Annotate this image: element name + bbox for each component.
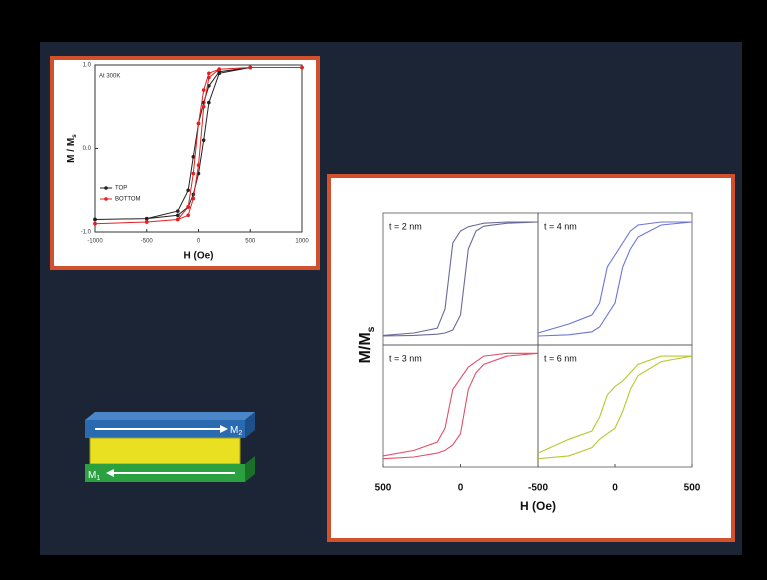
- marker: [145, 220, 149, 224]
- marker: [192, 197, 196, 201]
- subscript: 2: [238, 430, 242, 437]
- marker: [217, 67, 221, 71]
- x-tick-label: 500: [245, 239, 256, 245]
- x-tick-label: 0: [458, 483, 464, 494]
- panel-label: t = 2 nm: [389, 221, 422, 231]
- marker: [176, 218, 180, 222]
- layer-top: [85, 412, 255, 420]
- subscript: s: [71, 134, 78, 138]
- marker: [197, 122, 201, 126]
- legend-marker: [104, 197, 108, 201]
- marker: [192, 172, 196, 176]
- legend-label: BOTTOM: [115, 197, 141, 203]
- label: M: [230, 425, 238, 436]
- x-axis-label: H (Oe): [184, 251, 214, 262]
- y-tick-label: 1.0: [83, 63, 92, 69]
- x-tick-label: -500: [528, 483, 548, 494]
- y-tick-label: -1.0: [81, 230, 92, 236]
- chart-frame: [52, 58, 318, 268]
- x-tick-label: 0: [612, 483, 618, 494]
- subscript: 1: [96, 475, 100, 482]
- x-tick-label: 1000: [295, 239, 309, 245]
- y-tick-label: 0.0: [83, 146, 92, 152]
- marker: [207, 72, 211, 76]
- marker: [186, 205, 190, 209]
- x-tick-label: -500: [141, 239, 154, 245]
- x-tick-label: -1000: [87, 239, 103, 245]
- x-axis-label: H (Oe): [520, 499, 556, 513]
- marker: [202, 138, 206, 142]
- legend-label: TOP: [115, 186, 127, 192]
- marker: [202, 105, 206, 109]
- slide: M2 M1 -1000-50005001000-1.00.01.0H (Oe)M…: [0, 0, 767, 580]
- label: M/M: [357, 332, 374, 363]
- panel-label: t = 3 nm: [389, 353, 422, 363]
- layer-middle: [90, 438, 240, 464]
- x-tick-label: 500: [684, 483, 701, 494]
- annotation: At 300K: [99, 74, 120, 80]
- x-tick-label: 500: [375, 483, 392, 494]
- marker: [207, 101, 211, 105]
- page: {"chart_data": [ {"type": "line", "annot…: [0, 0, 767, 580]
- marker: [197, 163, 201, 167]
- legend-marker: [104, 186, 108, 190]
- marker: [93, 218, 97, 222]
- panel-label: t = 4 nm: [544, 221, 577, 231]
- marker: [186, 214, 190, 218]
- panel-label: t = 6 nm: [544, 353, 577, 363]
- marker: [176, 209, 180, 213]
- marker: [248, 66, 252, 70]
- marker: [176, 214, 180, 218]
- axis-label: M / Ms: [66, 134, 79, 163]
- label: M: [88, 470, 96, 481]
- marker: [207, 76, 211, 80]
- marker: [202, 88, 206, 92]
- subscript: s: [366, 326, 377, 332]
- marker: [186, 188, 190, 192]
- marker: [93, 222, 97, 226]
- marker: [300, 66, 304, 70]
- layer-diagram: M2 M1: [85, 412, 255, 482]
- label: M / M: [66, 138, 77, 163]
- marker: [145, 217, 149, 221]
